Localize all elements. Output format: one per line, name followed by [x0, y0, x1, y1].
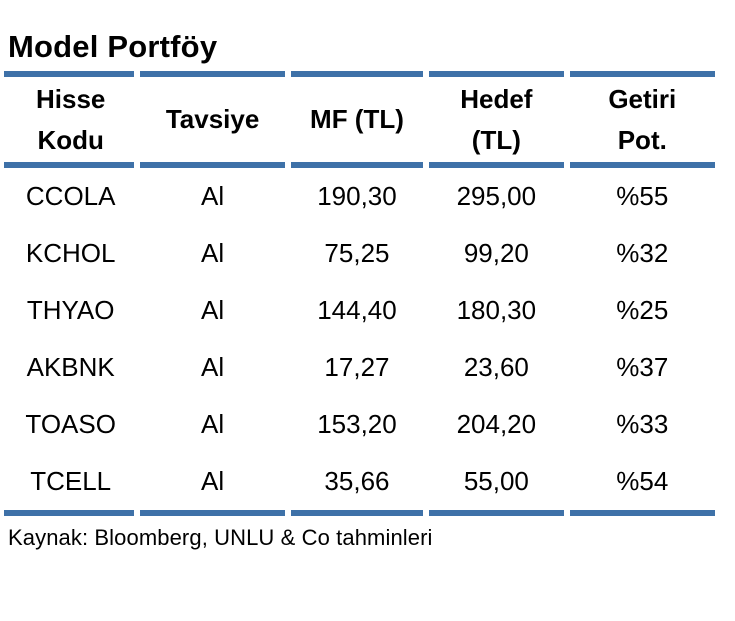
- mf-price-cell: 35,66: [290, 453, 424, 516]
- recommendation-cell: Al: [201, 409, 225, 439]
- header-line: Hedef: [460, 83, 533, 114]
- header-line: (TL): [471, 124, 521, 155]
- header-line: Kodu: [37, 124, 104, 155]
- return-potential-cell: %37: [616, 352, 669, 382]
- column-header-stock-code: Hisse Kodu: [4, 71, 135, 168]
- stock-code-cell: CCOLA: [25, 181, 116, 211]
- page-title: Model Portföy: [8, 29, 218, 64]
- table-row: TCELL Al 35,66 55,00 %54: [4, 453, 715, 516]
- header-line: Getiri: [608, 83, 677, 114]
- return-potential-cell: %25: [616, 295, 669, 325]
- mf-price-cell: 144,40: [317, 295, 397, 325]
- header-line: Tavsiye: [165, 104, 260, 134]
- column-header-target-price: Hedef (TL): [429, 71, 564, 168]
- column-header-mf-price: MF (TL): [290, 71, 424, 168]
- return-potential-cell: %33: [616, 409, 669, 439]
- recommendation-cell: Al: [201, 238, 225, 268]
- recommendation-cell: Al: [140, 453, 285, 516]
- mf-price-cell: 75,25: [324, 238, 390, 268]
- header-line: Pot.: [617, 124, 667, 155]
- table-row: TOASO Al 153,20 204,20 %33: [4, 396, 715, 453]
- target-price-cell: 295,00: [456, 181, 537, 211]
- column-header-recommendation: Tavsiye: [140, 71, 285, 168]
- mf-price-cell: 17,27: [324, 352, 390, 382]
- return-potential-cell: %55: [616, 181, 669, 211]
- column-header-return-potential: Getiri Pot.: [569, 71, 715, 168]
- target-price-cell: 180,30: [456, 295, 537, 325]
- target-price-cell: 99,20: [463, 238, 529, 268]
- return-potential-cell: %32: [616, 238, 669, 268]
- header-line: MF (TL): [310, 104, 404, 134]
- table-row: THYAO Al 144,40 180,30 %25: [4, 282, 715, 339]
- mf-price-cell: 153,20: [317, 409, 397, 439]
- return-potential-cell: %54: [569, 453, 715, 516]
- recommendation-cell: Al: [201, 181, 225, 211]
- stock-code-cell: AKBNK: [26, 352, 115, 382]
- mf-price-cell: 190,30: [317, 181, 397, 211]
- target-price-cell: 23,60: [463, 352, 529, 382]
- stock-code-cell: KCHOL: [25, 238, 116, 268]
- source-note: Kaynak: Bloomberg, UNLU & Co tahminleri: [8, 525, 433, 550]
- stock-code-cell: THYAO: [26, 295, 115, 325]
- stock-code-cell: TCELL: [4, 453, 135, 516]
- table-row: AKBNK Al 17,27 23,60 %37: [4, 339, 715, 396]
- table-header-row: Hisse Kodu Tavsiye MF (TL) Hedef (TL) Ge…: [4, 71, 715, 168]
- target-price-cell: 55,00: [429, 453, 564, 516]
- model-portfolio-table: Hisse Kodu Tavsiye MF (TL) Hedef (TL) Ge…: [0, 71, 721, 516]
- recommendation-cell: Al: [201, 352, 225, 382]
- stock-code-cell: TOASO: [25, 409, 116, 439]
- recommendation-cell: Al: [201, 295, 225, 325]
- header-line: Hisse: [35, 83, 106, 114]
- target-price-cell: 204,20: [456, 409, 537, 439]
- table-row: KCHOL Al 75,25 99,20 %32: [4, 225, 715, 282]
- table-row: CCOLA Al 190,30 295,00 %55: [4, 168, 715, 225]
- report-page: Model Portföy Hisse Kodu Tavsiye MF (TL)…: [0, 29, 735, 621]
